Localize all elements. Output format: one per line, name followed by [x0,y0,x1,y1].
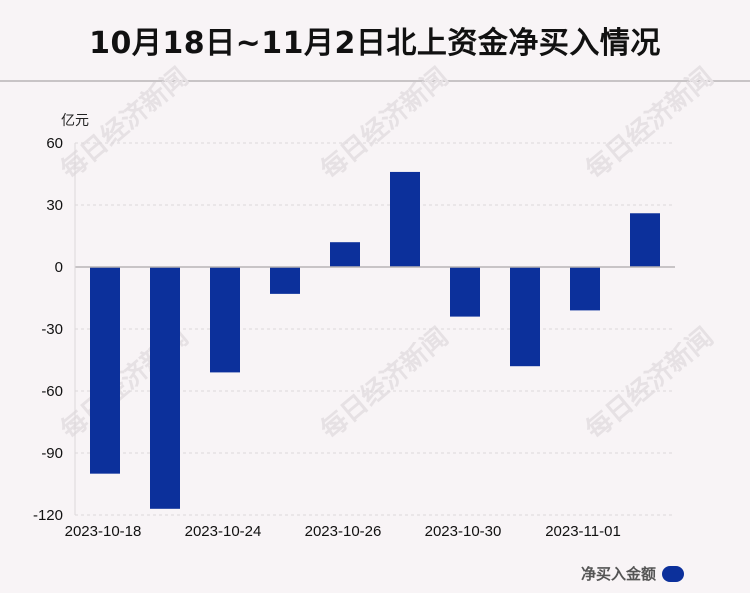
y-tick-label: 30 [46,197,63,214]
bar [150,267,180,509]
watermark-text: 每日经济新闻 [315,61,454,185]
bar [510,267,540,367]
bar [330,242,360,267]
bar [450,267,480,317]
legend: 净买入金额 [581,563,684,584]
bar-series [75,171,675,509]
x-tick-label: 2023-10-30 [425,523,502,540]
x-tick-label: 2023-10-26 [305,523,382,540]
y-tick-label: -60 [41,383,63,400]
x-axis: 2023-10-18 2023-10-24 2023-10-26 2023-10-30… [65,523,621,540]
y-tick-label: -90 [41,445,63,462]
y-tick-label: -120 [33,507,63,524]
x-tick-label: 2023-10-24 [185,523,262,540]
y-tick-label: 0 [55,259,63,276]
legend-swatch [662,565,684,582]
bar [570,267,600,311]
gridlines [75,142,675,516]
bar [90,267,120,474]
watermark-text: 每日经济新闻 [580,321,719,445]
chart-title: 10月18日~11月2日北上资金净买入情况 [89,26,661,61]
x-tick-label: 2023-10-18 [65,523,142,540]
title-divider [0,80,750,82]
watermark-text: 每日经济新闻 [315,321,454,445]
bar [630,213,660,267]
watermark-text: 每日经济新闻 [580,61,719,185]
y-tick-label: 60 [46,135,63,152]
y-axis-unit-label: 亿元 [61,113,89,129]
x-tick-label: 2023-11-01 [545,523,621,540]
y-tick-label: -30 [41,321,63,338]
legend-label: 净买入金额 [580,565,656,583]
bar [390,171,420,267]
y-axis: 60 30 0 -30 -60 -90 -120 [33,135,76,524]
bar [210,267,240,373]
bar [270,267,300,294]
